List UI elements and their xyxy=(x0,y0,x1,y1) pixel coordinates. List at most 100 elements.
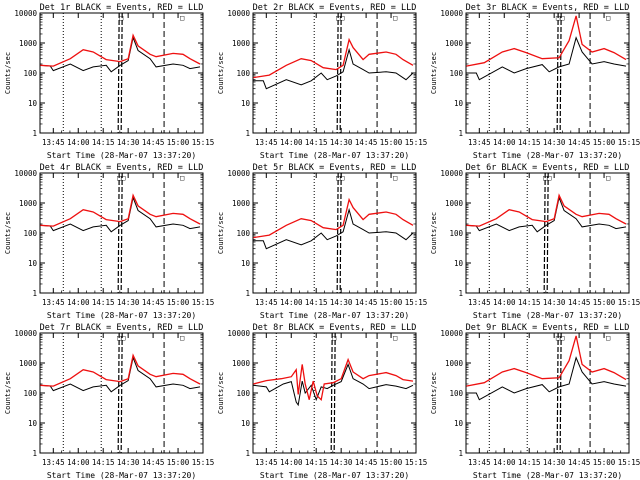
interval-marker: □ xyxy=(180,14,184,22)
dashed-marker-line xyxy=(336,12,339,134)
panel-title: Det 1r BLACK = Events, RED = LLD xyxy=(40,3,204,13)
y-tick-label: 1 xyxy=(32,289,37,298)
x-tick-label: 14:30 xyxy=(330,138,353,147)
y-tick-label: 100 xyxy=(23,69,37,78)
events-series-line xyxy=(466,36,627,81)
interval-marker: □□ xyxy=(117,334,125,342)
x-axis-label: Start Time (28-Mar-07 13:37:20) xyxy=(47,471,196,480)
x-tick-label: 14:15 xyxy=(92,138,115,147)
x-tick-label: 15:00 xyxy=(167,458,190,467)
x-tick-label: 13:45 xyxy=(468,458,491,467)
y-tick-label: 1 xyxy=(458,129,463,138)
x-axis-label: Start Time (28-Mar-07 13:37:20) xyxy=(47,311,196,320)
x-tick-label: 14:45 xyxy=(142,138,165,147)
x-tick-label: 15:00 xyxy=(593,138,616,147)
interval-marker: □ xyxy=(180,334,184,342)
x-tick-label: 15:15 xyxy=(192,298,215,307)
y-tick-label: 100 xyxy=(236,229,250,238)
y-tick-label: 10000 xyxy=(440,169,463,178)
y-axis-label: Counts/sec xyxy=(217,372,225,414)
dashed-marker-line xyxy=(336,172,339,294)
y-axis-label: Counts/sec xyxy=(430,212,438,254)
y-tick-label: 1000 xyxy=(445,199,464,208)
y-tick-label: 10000 xyxy=(227,169,250,178)
lld-series-line xyxy=(40,193,201,227)
interval-marker: □ xyxy=(393,334,397,342)
interval-marker: □□ xyxy=(543,174,551,182)
y-tick-label: 10 xyxy=(241,259,251,268)
x-tick-label: 13:45 xyxy=(468,138,491,147)
x-tick-label: 14:00 xyxy=(493,458,516,467)
interval-marker: □□ xyxy=(336,14,344,22)
panel-6: Det 6r BLACK = Events, RED = LLD Start Ti… xyxy=(430,163,640,320)
y-tick-label: 10 xyxy=(454,99,464,108)
lld-series-line xyxy=(253,197,414,239)
x-tick-label: 14:30 xyxy=(117,298,140,307)
x-tick-label: 15:15 xyxy=(405,138,428,147)
panel-1: Det 1r BLACK = Events, RED = LLD Start Ti… xyxy=(4,3,214,160)
dashed-marker-line xyxy=(559,12,562,134)
dashed-marker-line xyxy=(117,12,120,134)
panel-title: Det 2r BLACK = Events, RED = LLD xyxy=(253,3,417,13)
x-tick-label: 14:30 xyxy=(543,298,566,307)
dashed-marker-line xyxy=(556,332,559,454)
interval-marker: □□ xyxy=(556,14,564,22)
y-tick-label: 10 xyxy=(241,99,251,108)
y-tick-label: 1 xyxy=(458,449,463,458)
y-tick-label: 100 xyxy=(236,389,250,398)
y-tick-label: 1000 xyxy=(19,199,38,208)
lld-series-line xyxy=(40,33,201,67)
dashed-marker-line xyxy=(120,332,123,454)
x-tick-label: 14:00 xyxy=(493,138,516,147)
y-tick-label: 1 xyxy=(32,129,37,138)
x-tick-label: 14:30 xyxy=(117,458,140,467)
x-tick-label: 14:00 xyxy=(280,298,303,307)
y-axis-label: Counts/sec xyxy=(4,372,12,414)
y-tick-label: 100 xyxy=(236,69,250,78)
x-tick-label: 14:15 xyxy=(518,298,541,307)
x-tick-label: 15:15 xyxy=(405,458,428,467)
x-tick-label: 14:45 xyxy=(568,138,591,147)
panel-title: Det 7r BLACK = Events, RED = LLD xyxy=(40,323,204,333)
x-tick-label: 14:45 xyxy=(355,298,378,307)
interval-marker: □ xyxy=(606,334,610,342)
x-tick-label: 14:45 xyxy=(568,458,591,467)
x-tick-label: 13:45 xyxy=(42,458,65,467)
dashed-marker-line xyxy=(120,12,123,134)
dashed-marker-line xyxy=(543,172,546,294)
x-tick-label: 13:45 xyxy=(255,138,278,147)
y-tick-label: 100 xyxy=(449,389,463,398)
dashed-marker-line xyxy=(330,332,333,454)
dashed-marker-line xyxy=(117,332,120,454)
dashed-marker-line xyxy=(559,332,562,454)
y-axis-label: Counts/sec xyxy=(217,212,225,254)
panel-5: Det 5r BLACK = Events, RED = LLD Start Ti… xyxy=(217,163,427,320)
events-series-line xyxy=(253,362,414,407)
y-tick-label: 1 xyxy=(245,449,250,458)
x-axis-label: Start Time (28-Mar-07 13:37:20) xyxy=(260,311,409,320)
interval-marker: □ xyxy=(606,14,610,22)
y-tick-label: 1000 xyxy=(232,39,251,48)
panel-9: Det 9r BLACK = Events, RED = LLD Start Ti… xyxy=(430,323,640,480)
panel-title: Det 8r BLACK = Events, RED = LLD xyxy=(253,323,417,333)
x-axis-label: Start Time (28-Mar-07 13:37:20) xyxy=(260,471,409,480)
y-tick-label: 1000 xyxy=(19,359,38,368)
panel-title: Det 4r BLACK = Events, RED = LLD xyxy=(40,163,204,173)
y-tick-label: 10 xyxy=(28,99,38,108)
y-tick-label: 1 xyxy=(32,449,37,458)
panel-8: Det 8r BLACK = Events, RED = LLD Start Ti… xyxy=(217,323,427,480)
y-tick-label: 10000 xyxy=(227,329,250,338)
x-tick-label: 14:15 xyxy=(518,138,541,147)
panel-3: Det 3r BLACK = Events, RED = LLD Start Ti… xyxy=(430,3,640,160)
events-series-line xyxy=(40,35,201,73)
x-axis-label: Start Time (28-Mar-07 13:37:20) xyxy=(473,471,622,480)
x-tick-label: 14:00 xyxy=(280,458,303,467)
x-tick-label: 15:15 xyxy=(405,298,428,307)
y-tick-label: 100 xyxy=(449,229,463,238)
panel-title: Det 9r BLACK = Events, RED = LLD xyxy=(466,323,630,333)
y-tick-label: 100 xyxy=(449,69,463,78)
x-tick-label: 15:00 xyxy=(593,458,616,467)
x-tick-label: 14:00 xyxy=(493,298,516,307)
events-series-line xyxy=(466,195,627,233)
